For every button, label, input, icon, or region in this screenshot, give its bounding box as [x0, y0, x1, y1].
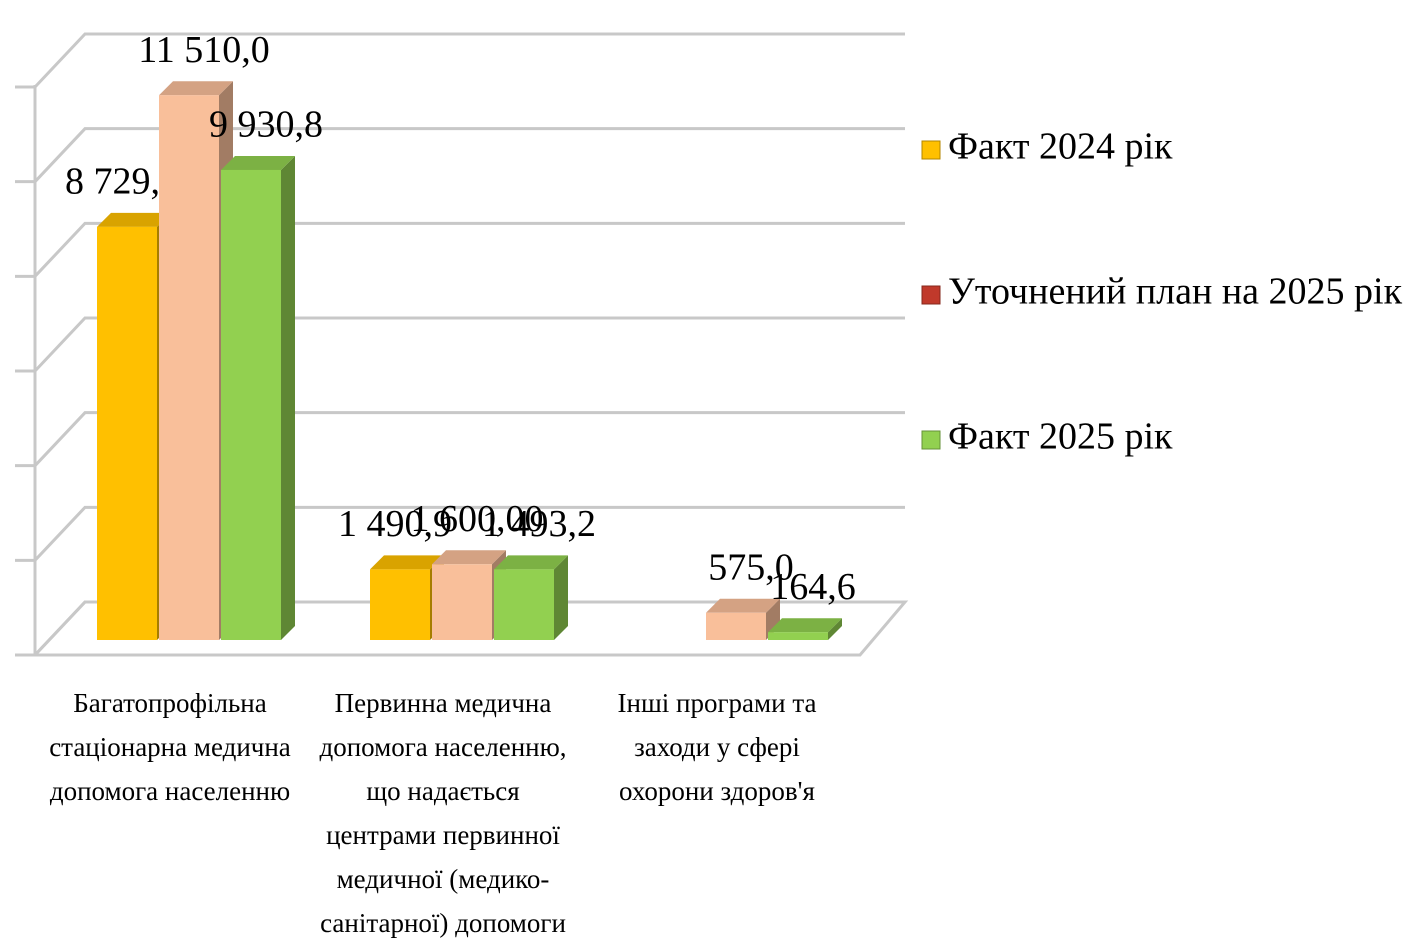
- bar-top: [370, 555, 444, 570]
- data-label: 1 600,00: [411, 498, 544, 540]
- bar-top: [432, 550, 506, 565]
- bar-front: [768, 632, 828, 640]
- x-tick-label-line: Первинна медична: [335, 688, 552, 718]
- x-tick-label-line: допомога населенню,: [319, 732, 566, 762]
- bar-top: [706, 598, 780, 613]
- data-label: 164,6: [770, 566, 856, 608]
- bar: [370, 555, 444, 640]
- x-tick-label: Первинна медична допомога населенню, що на…: [319, 688, 566, 938]
- bar-front: [706, 612, 766, 640]
- bar-top: [768, 618, 842, 633]
- data-label: 575,0: [708, 547, 794, 589]
- bar-side: [828, 618, 842, 640]
- x-tick-label-line: стаціонарна медична: [49, 732, 291, 762]
- bar: [221, 155, 295, 640]
- bar-front: [432, 564, 492, 640]
- bar: [706, 598, 780, 640]
- grid-line: [33, 505, 905, 562]
- x-tick-label-line: Багатопрофільна: [73, 688, 266, 718]
- data-label: 1 490,9: [338, 503, 452, 545]
- x-tick-label-line: санітарної) допомоги: [320, 908, 566, 938]
- data-label: 11 510,0: [138, 29, 270, 71]
- bar: [432, 550, 506, 640]
- bar-top: [97, 212, 171, 227]
- bar-front: [159, 95, 219, 640]
- bar-front: [494, 569, 554, 640]
- bar: [494, 555, 568, 640]
- x-tick-label-line: допомога населенню: [50, 776, 290, 806]
- legend-label: Факт 2024 рік: [948, 126, 1173, 168]
- bar-side: [766, 598, 780, 640]
- bar-side: [281, 155, 295, 640]
- bar-top: [221, 155, 295, 170]
- grid-line: [33, 316, 905, 373]
- bar-front: [221, 169, 281, 640]
- data-label: 9 930,8: [209, 104, 323, 146]
- bar-top: [494, 555, 568, 570]
- data-label: 1 493,2: [482, 503, 596, 545]
- x-tick-label-line: Інші програми та: [618, 688, 817, 718]
- x-tick-label-line: заходи у сфері: [634, 732, 800, 762]
- x-tick-label-line: що надається: [366, 776, 519, 806]
- legend-label: Уточнений план на 2025 рік: [948, 271, 1403, 313]
- legend-swatch: [921, 430, 941, 450]
- bar-top: [159, 81, 233, 96]
- grid-line: [33, 411, 905, 467]
- x-tick-label-line: центрами первинної: [326, 820, 560, 850]
- x-tick-label-line: охорони здоров'я: [619, 776, 815, 806]
- grid-line: [33, 127, 905, 183]
- bar-front: [97, 226, 157, 640]
- x-tick-label: Багатопрофільна стаціонарна медична допомо…: [49, 688, 291, 806]
- grid-line: [33, 32, 905, 89]
- x-tick-label: Інші програми та заходи у сфері охорони зд…: [618, 688, 817, 806]
- grid-line: [33, 600, 905, 657]
- grid-line: [33, 221, 905, 278]
- legend-swatch: [921, 285, 941, 305]
- legend-label: Факт 2025 рік: [948, 416, 1173, 458]
- x-tick-label-line: медичної (медико-: [337, 864, 550, 894]
- bar-front: [370, 569, 430, 640]
- legend-swatch: [921, 140, 941, 160]
- bar-side: [554, 555, 568, 640]
- bar: [768, 618, 842, 640]
